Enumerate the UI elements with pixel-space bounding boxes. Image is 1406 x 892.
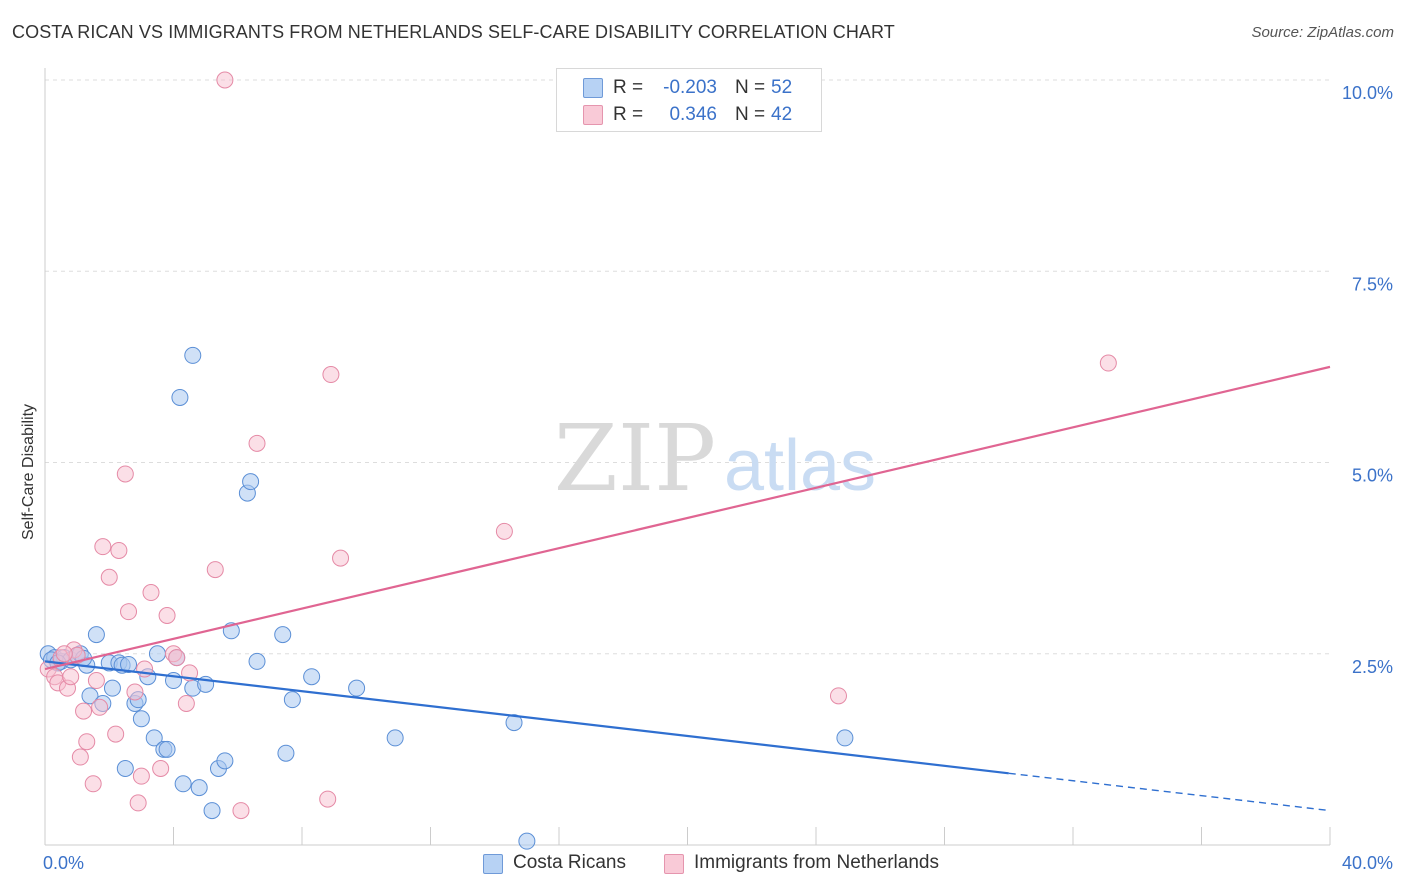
data-point-netherlands bbox=[62, 668, 80, 686]
x-tick-label: 40.0% bbox=[1342, 853, 1393, 873]
data-point-netherlands bbox=[116, 465, 134, 483]
data-point-netherlands bbox=[495, 522, 513, 540]
data-point-netherlands bbox=[332, 549, 350, 567]
legend-swatch-pink bbox=[664, 854, 684, 874]
legend-swatch-blue bbox=[483, 854, 503, 874]
data-point-costa-ricans bbox=[203, 802, 221, 820]
trend-lines bbox=[44, 365, 1331, 812]
data-point-netherlands bbox=[232, 802, 250, 820]
data-point-costa-ricans bbox=[148, 645, 166, 663]
y-tick-label: 7.5% bbox=[1352, 274, 1393, 294]
data-point-netherlands bbox=[177, 694, 195, 712]
legend-r-value: 0.346 bbox=[669, 104, 717, 125]
tick-labels: 2.5% 5.0% 7.5% 10.0% 0.0% 40.0% bbox=[43, 83, 1393, 873]
trend-line-costa-ricans bbox=[44, 660, 1009, 775]
watermark-atlas: atlas bbox=[724, 426, 876, 506]
legend-r-value: -0.203 bbox=[663, 77, 717, 98]
data-point-netherlands bbox=[152, 760, 170, 777]
data-point-netherlands bbox=[1099, 354, 1117, 372]
data-point-netherlands bbox=[132, 767, 150, 785]
data-point-costa-ricans bbox=[103, 679, 121, 697]
legend-n-value: 42 bbox=[771, 104, 793, 125]
data-point-netherlands bbox=[142, 584, 160, 602]
legend-swatch-pink bbox=[583, 105, 603, 125]
correlation-legend: R = -0.203 N = 52 R = 0.346 N = 42 bbox=[556, 68, 822, 132]
legend-label-costa-ricans: Costa Ricans bbox=[513, 852, 626, 873]
data-point-costa-ricans bbox=[158, 740, 176, 758]
watermark: ZIP atlas bbox=[554, 405, 876, 512]
data-point-netherlands bbox=[71, 748, 89, 766]
data-point-costa-ricans bbox=[303, 668, 321, 686]
y-tick-label: 2.5% bbox=[1352, 657, 1393, 677]
data-point-costa-ricans bbox=[277, 744, 295, 762]
data-point-costa-ricans bbox=[190, 779, 208, 797]
y-tick-label: 10.0% bbox=[1342, 83, 1393, 103]
gridlines bbox=[45, 79, 1330, 655]
data-point-netherlands bbox=[94, 538, 112, 556]
data-point-costa-ricans bbox=[274, 626, 292, 644]
data-point-netherlands bbox=[129, 794, 147, 812]
data-point-netherlands bbox=[78, 733, 96, 751]
y-tick-label: 5.0% bbox=[1352, 466, 1393, 486]
legend-label-netherlands: Immigrants from Netherlands bbox=[694, 852, 939, 873]
watermark-zip: ZIP bbox=[554, 405, 716, 512]
trend-line-netherlands bbox=[44, 365, 1331, 671]
legend-n-label: N = bbox=[735, 77, 766, 98]
series-legend: Costa Ricans Immigrants from Netherlands bbox=[0, 852, 1406, 878]
data-point-netherlands bbox=[110, 541, 128, 559]
data-point-costa-ricans bbox=[836, 729, 854, 747]
data-point-costa-ricans bbox=[505, 714, 523, 732]
data-point-netherlands bbox=[126, 683, 144, 701]
data-point-netherlands bbox=[55, 645, 73, 663]
legend-n-value: 52 bbox=[771, 77, 793, 98]
data-point-costa-ricans bbox=[184, 346, 202, 364]
data-point-netherlands bbox=[322, 366, 340, 384]
data-point-netherlands bbox=[158, 607, 176, 624]
data-point-costa-ricans bbox=[145, 729, 163, 747]
data-point-costa-ricans bbox=[518, 832, 536, 850]
data-point-costa-ricans bbox=[81, 687, 99, 705]
legend-row-costa-ricans: R = -0.203 N = 52 bbox=[557, 75, 821, 101]
data-point-netherlands bbox=[248, 434, 266, 452]
data-point-netherlands bbox=[216, 71, 234, 89]
data-point-netherlands bbox=[206, 561, 224, 579]
data-point-netherlands bbox=[107, 725, 125, 743]
x-tick-label: 0.0% bbox=[43, 853, 84, 873]
data-point-costa-ricans bbox=[242, 473, 260, 491]
data-point-costa-ricans bbox=[171, 388, 189, 406]
legend-swatch-blue bbox=[583, 78, 603, 98]
trend-line-costa-ricans-extrapolated bbox=[1008, 772, 1331, 812]
series-netherlands-points bbox=[39, 71, 1117, 820]
data-point-costa-ricans bbox=[87, 626, 105, 644]
data-point-costa-ricans bbox=[132, 710, 150, 728]
data-point-netherlands bbox=[91, 698, 109, 716]
legend-r-label: R = bbox=[613, 77, 644, 98]
data-point-costa-ricans bbox=[348, 679, 366, 697]
data-point-netherlands bbox=[319, 790, 337, 808]
data-point-netherlands bbox=[829, 687, 847, 705]
data-point-costa-ricans bbox=[116, 760, 134, 777]
legend-n-label: N = bbox=[735, 104, 766, 125]
data-point-costa-ricans bbox=[174, 775, 192, 793]
chart-title: COSTA RICAN VS IMMIGRANTS FROM NETHERLAN… bbox=[12, 22, 895, 42]
legend-row-netherlands: R = 0.346 N = 42 bbox=[557, 102, 821, 128]
data-point-costa-ricans bbox=[248, 652, 266, 670]
legend-r-label: R = bbox=[613, 104, 644, 125]
source-label: Source: ZipAtlas.com bbox=[1251, 24, 1394, 41]
data-point-costa-ricans bbox=[283, 691, 301, 709]
axes bbox=[44, 68, 1331, 846]
data-point-netherlands bbox=[168, 649, 186, 667]
data-point-netherlands bbox=[100, 568, 118, 586]
data-point-costa-ricans bbox=[120, 655, 138, 673]
data-point-netherlands bbox=[120, 603, 138, 621]
data-point-costa-ricans bbox=[216, 752, 234, 770]
data-point-netherlands bbox=[75, 702, 93, 720]
data-point-netherlands bbox=[84, 775, 102, 793]
data-point-netherlands bbox=[87, 672, 105, 690]
data-point-costa-ricans bbox=[386, 729, 404, 747]
